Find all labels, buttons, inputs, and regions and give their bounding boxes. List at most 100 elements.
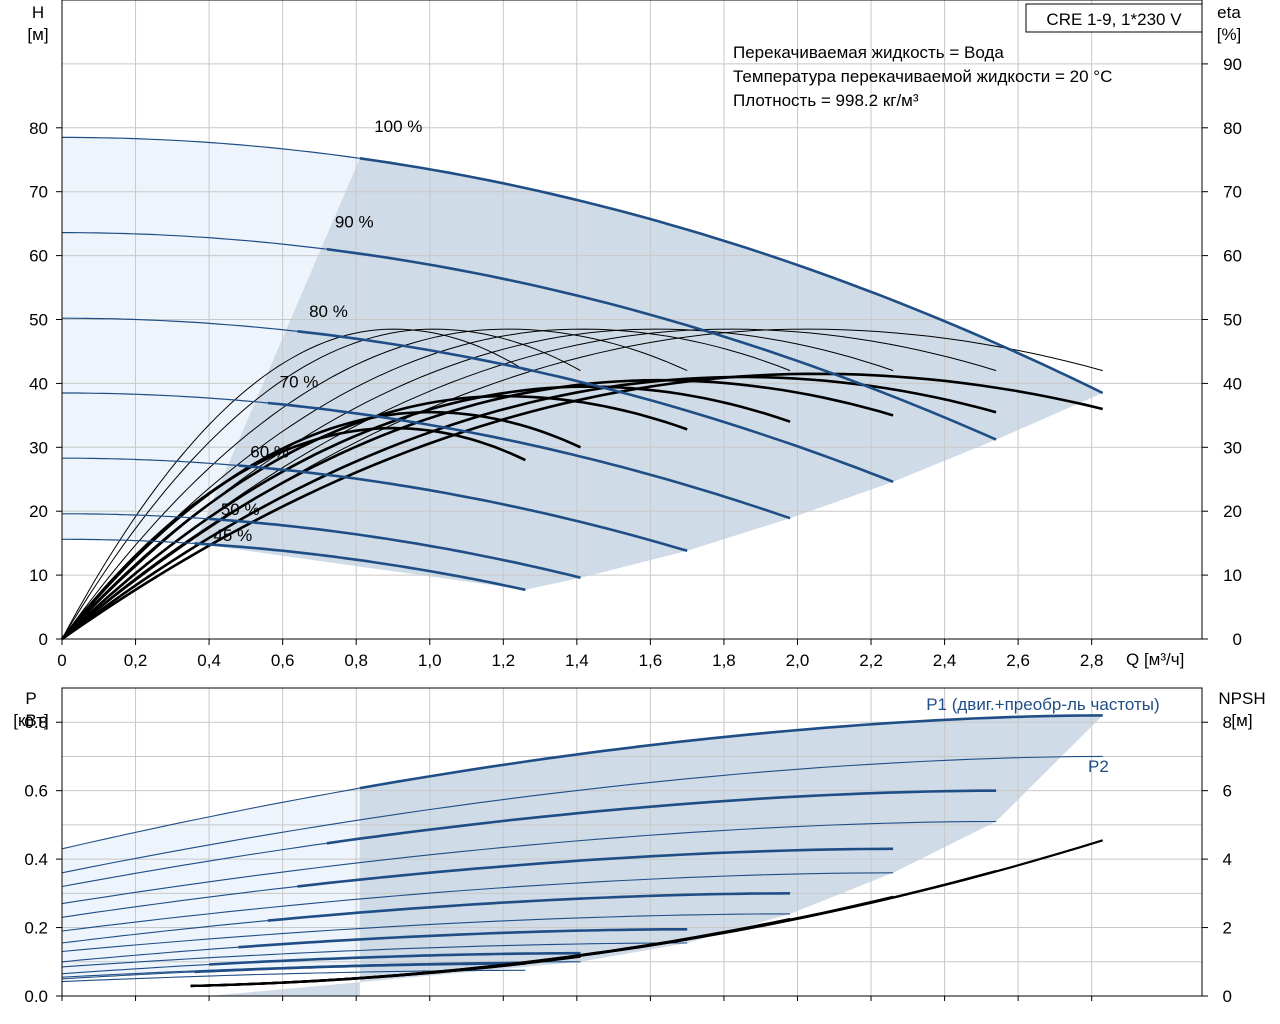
head-curve (209, 517, 581, 579)
head-efficiency-panel: 100 % 90 % 80 % 70 % 60 % 50 % 45 % 0 0,2 0,4 0,6 0… (29, 0, 1242, 670)
x-tick-label: 2,8 (1080, 651, 1104, 670)
x-tick-label: 1,2 (491, 651, 515, 670)
x-tick-label: 0,4 (197, 651, 221, 670)
y-tick-label-left: 20 (29, 502, 48, 521)
y-tick-label-left: 70 (29, 183, 48, 202)
operating-range-shaded (194, 158, 1103, 590)
y-tick-label-left: 80 (29, 119, 48, 138)
p1-curve-thin (61, 787, 360, 850)
head-curve-thin (62, 513, 210, 520)
head-curve-thin (62, 317, 298, 332)
p1-curve-thin (61, 963, 210, 975)
p1-curve (297, 847, 894, 888)
p1-curve-thin (61, 842, 327, 888)
p-axis-unit: [кВт] (13, 711, 48, 730)
x-tick-label: 0 (57, 651, 66, 670)
head-curve-thin (62, 392, 268, 404)
p2-curve (61, 942, 688, 968)
speed-label: 100 % (374, 117, 422, 136)
power-panel-text: P [кВт] NPSH [м] (13, 689, 1265, 730)
p2-curve (61, 755, 1103, 874)
p1-curve-thin (61, 920, 268, 944)
y-tick-label-right: 60 (1223, 247, 1242, 266)
info-temperature: Температура перекачиваемой жидкости = 20… (733, 67, 1112, 86)
head-curve (238, 464, 688, 553)
y-tick-label-right: 30 (1223, 438, 1242, 457)
y-tick-label-right: 10 (1223, 566, 1242, 585)
head-curve-thin (62, 232, 327, 250)
x-tick-label: 1,4 (565, 651, 589, 670)
p1-curve-thin (61, 885, 298, 918)
head-curve (326, 247, 997, 441)
power-npsh-panel: P1 (двиг.+преобр-ль частоты)P20.00.20.40… (24, 687, 1232, 1006)
y-tick-label-right: 2 (1223, 919, 1232, 938)
x-tick-label: 1,6 (639, 651, 663, 670)
y-tick-label-right: 8 (1223, 713, 1232, 732)
y-tick-label-left: 0.4 (24, 850, 48, 869)
y-tick-label-right: 50 (1223, 311, 1242, 330)
y-tick-label-left: 0.0 (24, 987, 48, 1006)
head-curve (194, 542, 526, 592)
y-tick-label-right: 4 (1223, 850, 1232, 869)
efficiency-curve-thin (61, 328, 526, 640)
eta-axis-unit: [%] (1217, 25, 1242, 44)
y-tick-label-right: 6 (1223, 782, 1232, 801)
p1-curve-thin (61, 946, 239, 963)
y-tick-label-left: 0 (39, 630, 48, 649)
p1-series-label: P1 (двиг.+преобр-ль частоты) (926, 695, 1159, 714)
efficiency-curve-thin (61, 328, 688, 640)
p1-curve (194, 962, 526, 974)
model-title-box (1025, 3, 1203, 33)
efficiency-curve-thin (61, 328, 791, 640)
p2-series-label: P2 (1088, 757, 1109, 776)
speed-label: 70 % (280, 372, 319, 391)
y-tick-label-left: 60 (29, 247, 48, 266)
p1-curve (359, 714, 1103, 790)
y-tick-label-left: 10 (29, 566, 48, 585)
x-tick-label: 2,4 (933, 651, 957, 670)
speed-label: 50 % (221, 500, 260, 519)
q-axis-title: Q [м³/ч] (1126, 650, 1184, 669)
y-tick-label-right: 20 (1223, 502, 1242, 521)
y-tick-label-left: 30 (29, 438, 48, 457)
npsh-axis-title: NPSH (1218, 689, 1265, 708)
y-tick-label-left: 0.6 (24, 782, 48, 801)
head-curve (297, 330, 894, 484)
speed-label: 60 % (250, 443, 289, 462)
model-title: CRE 1-9, 1*230 V (1046, 10, 1182, 29)
speed-label: 90 % (335, 213, 374, 232)
x-tick-label: 0,6 (271, 651, 295, 670)
head-curve-thin (62, 457, 239, 467)
y-tick-label-left: 50 (29, 311, 48, 330)
npsh-axis-unit: [м] (1231, 711, 1252, 730)
y-tick-label-left: 40 (29, 374, 48, 393)
x-tick-label: 0,2 (124, 651, 148, 670)
h-axis-title: H (32, 3, 44, 22)
p1-curve-thin (61, 971, 195, 980)
p1-curve (238, 928, 688, 949)
efficiency-curve-thin (61, 328, 581, 640)
head-curve (359, 157, 1104, 395)
p2-curve (61, 913, 791, 953)
speed-label: 80 % (309, 302, 348, 321)
h-axis-unit: [м] (27, 25, 48, 44)
efficiency-curve (60, 426, 526, 640)
x-tick-label: 2,2 (859, 651, 883, 670)
eta-axis-title: eta (1217, 3, 1241, 22)
head-curve-thin (62, 136, 360, 159)
head-curve (267, 401, 791, 520)
x-tick-label: 2,0 (786, 651, 810, 670)
head-panel-text: H [м] eta [%] Q [м³/ч] CRE 1-9, 1*230 V … (27, 3, 1241, 669)
x-tick-label: 1,0 (418, 651, 442, 670)
plot-frame (61, 687, 1203, 997)
p1-curve (267, 892, 791, 922)
p2-curve (61, 872, 894, 932)
npsh-curve (190, 962, 526, 988)
p-axis-title: P (25, 689, 36, 708)
x-tick-label: 2,6 (1006, 651, 1030, 670)
efficiency-curve (61, 375, 997, 641)
info-liquid: Перекачиваемая жидкость = Вода (733, 43, 1004, 62)
y-tick-label-left: 0.8 (24, 713, 48, 732)
efficiency-curve (61, 378, 894, 640)
y-tick-label-right: 40 (1223, 374, 1242, 393)
